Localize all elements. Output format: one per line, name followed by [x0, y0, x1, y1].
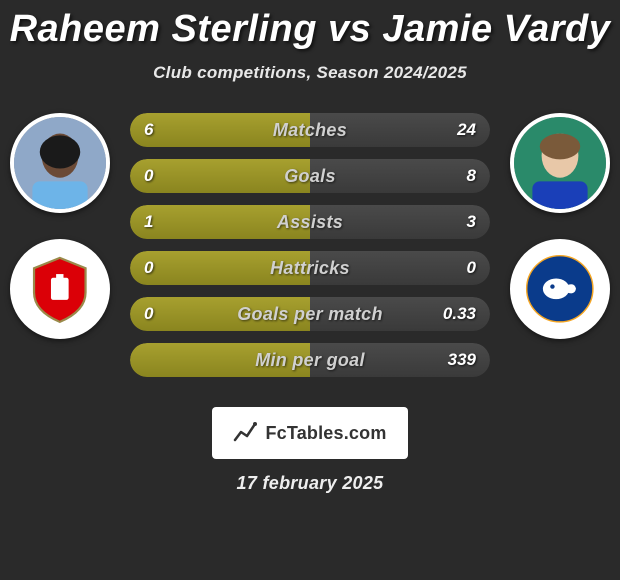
stat-label: Goals	[130, 159, 490, 193]
leicester-crest-icon	[523, 252, 597, 326]
page-title: Raheem Sterling vs Jamie Vardy	[0, 0, 620, 51]
brand-text: FcTables.com	[265, 423, 386, 444]
stat-right-value: 3	[467, 205, 476, 239]
comparison-panel: 6 Matches 24 0 Goals 8 1 Assists 3 0 Hat…	[0, 113, 620, 393]
stat-row: 0 Goals per match 0.33	[130, 297, 490, 331]
fctables-logo-icon	[233, 420, 259, 446]
date-text: 17 february 2025	[0, 473, 620, 494]
stat-label: Hattricks	[130, 251, 490, 285]
stat-right-value: 0	[467, 251, 476, 285]
stat-right-value: 24	[457, 113, 476, 147]
avatar-placeholder-icon	[514, 117, 606, 209]
stat-row: 1 Assists 3	[130, 205, 490, 239]
avatar-placeholder-icon	[14, 117, 106, 209]
club-left-crest	[10, 239, 110, 339]
stat-row: 0 Goals 8	[130, 159, 490, 193]
stat-right-value: 339	[448, 343, 476, 377]
stat-label: Assists	[130, 205, 490, 239]
brand-badge: FcTables.com	[212, 407, 408, 459]
stat-row: 6 Matches 24	[130, 113, 490, 147]
arsenal-crest-icon	[23, 252, 97, 326]
stat-row: Min per goal 339	[130, 343, 490, 377]
stat-bars: 6 Matches 24 0 Goals 8 1 Assists 3 0 Hat…	[130, 113, 490, 389]
stat-right-value: 0.33	[443, 297, 476, 331]
player-left-avatar	[10, 113, 110, 213]
stat-right-value: 8	[467, 159, 476, 193]
stat-label: Min per goal	[130, 343, 490, 377]
stat-row: 0 Hattricks 0	[130, 251, 490, 285]
player-right-avatar	[510, 113, 610, 213]
club-right-crest	[510, 239, 610, 339]
stat-label: Matches	[130, 113, 490, 147]
subtitle: Club competitions, Season 2024/2025	[0, 63, 620, 83]
stat-label: Goals per match	[130, 297, 490, 331]
